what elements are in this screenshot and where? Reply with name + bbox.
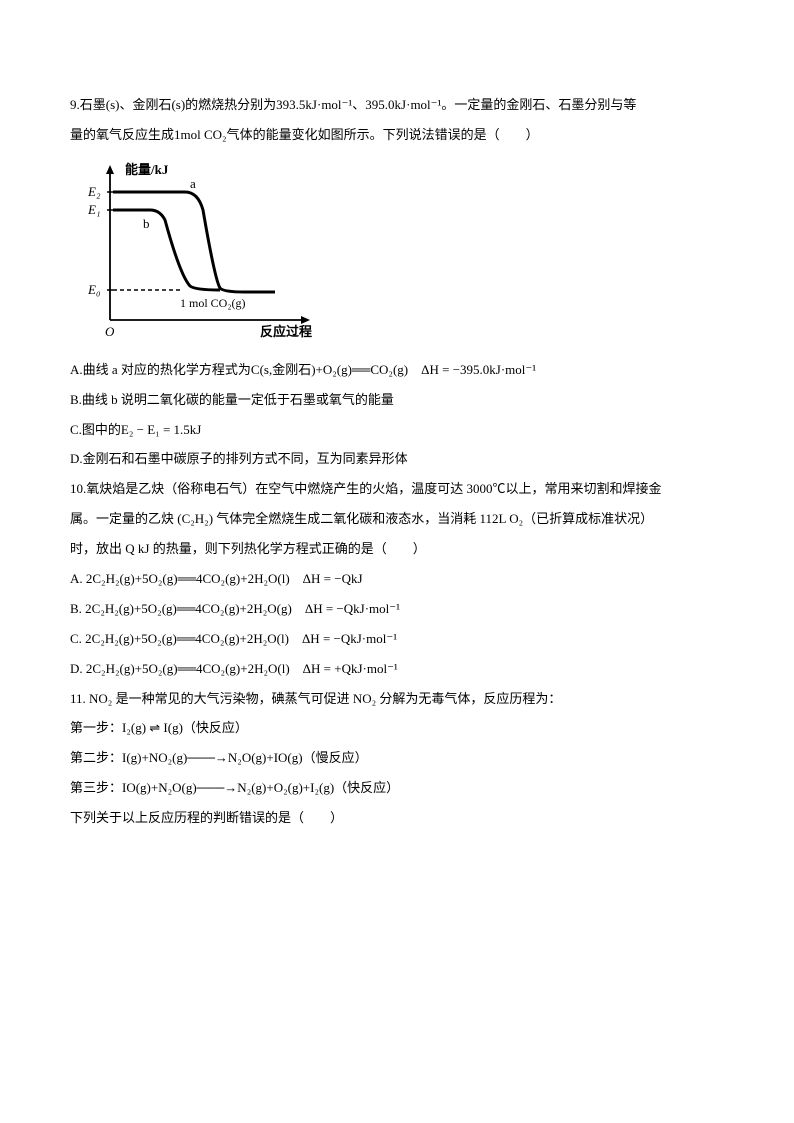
q10-opt-b: B. 2C₂H₂(g)+5O₂(g)══4CO₂(g)+2H₂O(g) ΔH =… <box>70 594 724 624</box>
e1-label: E₁ <box>87 202 100 217</box>
q11-step-1: 第一步：I₂(g) ⇌ I(g)（快反应） <box>70 713 724 743</box>
q10-opt-d: D. 2C₂H₂(g)+5O₂(g)══4CO₂(g)+2H₂O(l) ΔH =… <box>70 654 724 684</box>
ylabel: 能量/kJ <box>125 162 169 177</box>
energy-diagram: 能量/kJ 反应过程 E₂ E₁ E₀ a b 1 mol CO₂(g) O <box>80 160 320 340</box>
q11-step-3: 第三步：IO(g)+N₂O(g)───→N₂(g)+O₂(g)+I₂(g)（快反… <box>70 773 724 803</box>
origin: O <box>105 324 115 339</box>
curve-b-label: b <box>143 216 150 231</box>
q9-opt-d: D.金刚石和石墨中碳原子的排列方式不同，互为同素异形体 <box>70 444 724 474</box>
curve-a-label: a <box>190 176 196 191</box>
q9-opt-b: B.曲线 b 说明二氧化碳的能量一定低于石墨或氧气的能量 <box>70 385 724 415</box>
q11-step-2: 第二步：I(g)+NO₂(g)───→N₂O(g)+IO(g)（慢反应） <box>70 743 724 773</box>
q9-stem-1: 9.石墨(s)、金刚石(s)的燃烧热分别为393.5kJ·mol⁻¹、395.0… <box>70 90 724 120</box>
q10-opt-c: C. 2C₂H₂(g)+5O₂(g)══4CO₂(g)+2H₂O(l) ΔH =… <box>70 624 724 654</box>
e0-label: E₀ <box>87 282 100 297</box>
q10-stem-2: 属。一定量的乙炔 (C₂H₂) 气体完全燃烧生成二氧化碳和液态水，当消耗 112… <box>70 504 724 534</box>
q10-stem-1: 10.氧炔焰是乙炔（俗称电石气）在空气中燃烧产生的火焰，温度可达 3000℃以上… <box>70 474 724 504</box>
q9-opt-c: C.图中的E₂ − E₁ = 1.5kJ <box>70 415 724 445</box>
q9-stem-2: 量的氧气反应生成1mol CO₂气体的能量变化如图所示。下列说法错误的是（ ） <box>70 120 724 150</box>
e2-label: E₂ <box>87 184 101 199</box>
q11-stem-1: 11. NO₂ 是一种常见的大气污染物，碘蒸气可促进 NO₂ 分解为无毒气体，反… <box>70 684 724 714</box>
product-label: 1 mol CO₂(g) <box>180 296 246 310</box>
q10-stem-3: 时，放出 Q kJ 的热量，则下列热化学方程式正确的是（ ） <box>70 534 724 564</box>
xlabel: 反应过程 <box>260 324 312 339</box>
q10-opt-a: A. 2C₂H₂(g)+5O₂(g)══4CO₂(g)+2H₂O(l) ΔH =… <box>70 564 724 594</box>
q11-end: 下列关于以上反应历程的判断错误的是（ ） <box>70 803 724 833</box>
q9-opt-a: A.曲线 a 对应的热化学方程式为C(s,金刚石)+O₂(g)══CO₂(g) … <box>70 355 724 385</box>
